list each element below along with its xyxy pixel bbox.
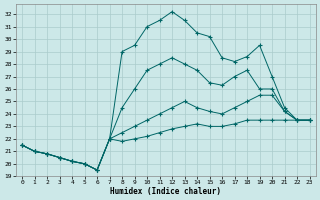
X-axis label: Humidex (Indice chaleur): Humidex (Indice chaleur) [110, 187, 221, 196]
